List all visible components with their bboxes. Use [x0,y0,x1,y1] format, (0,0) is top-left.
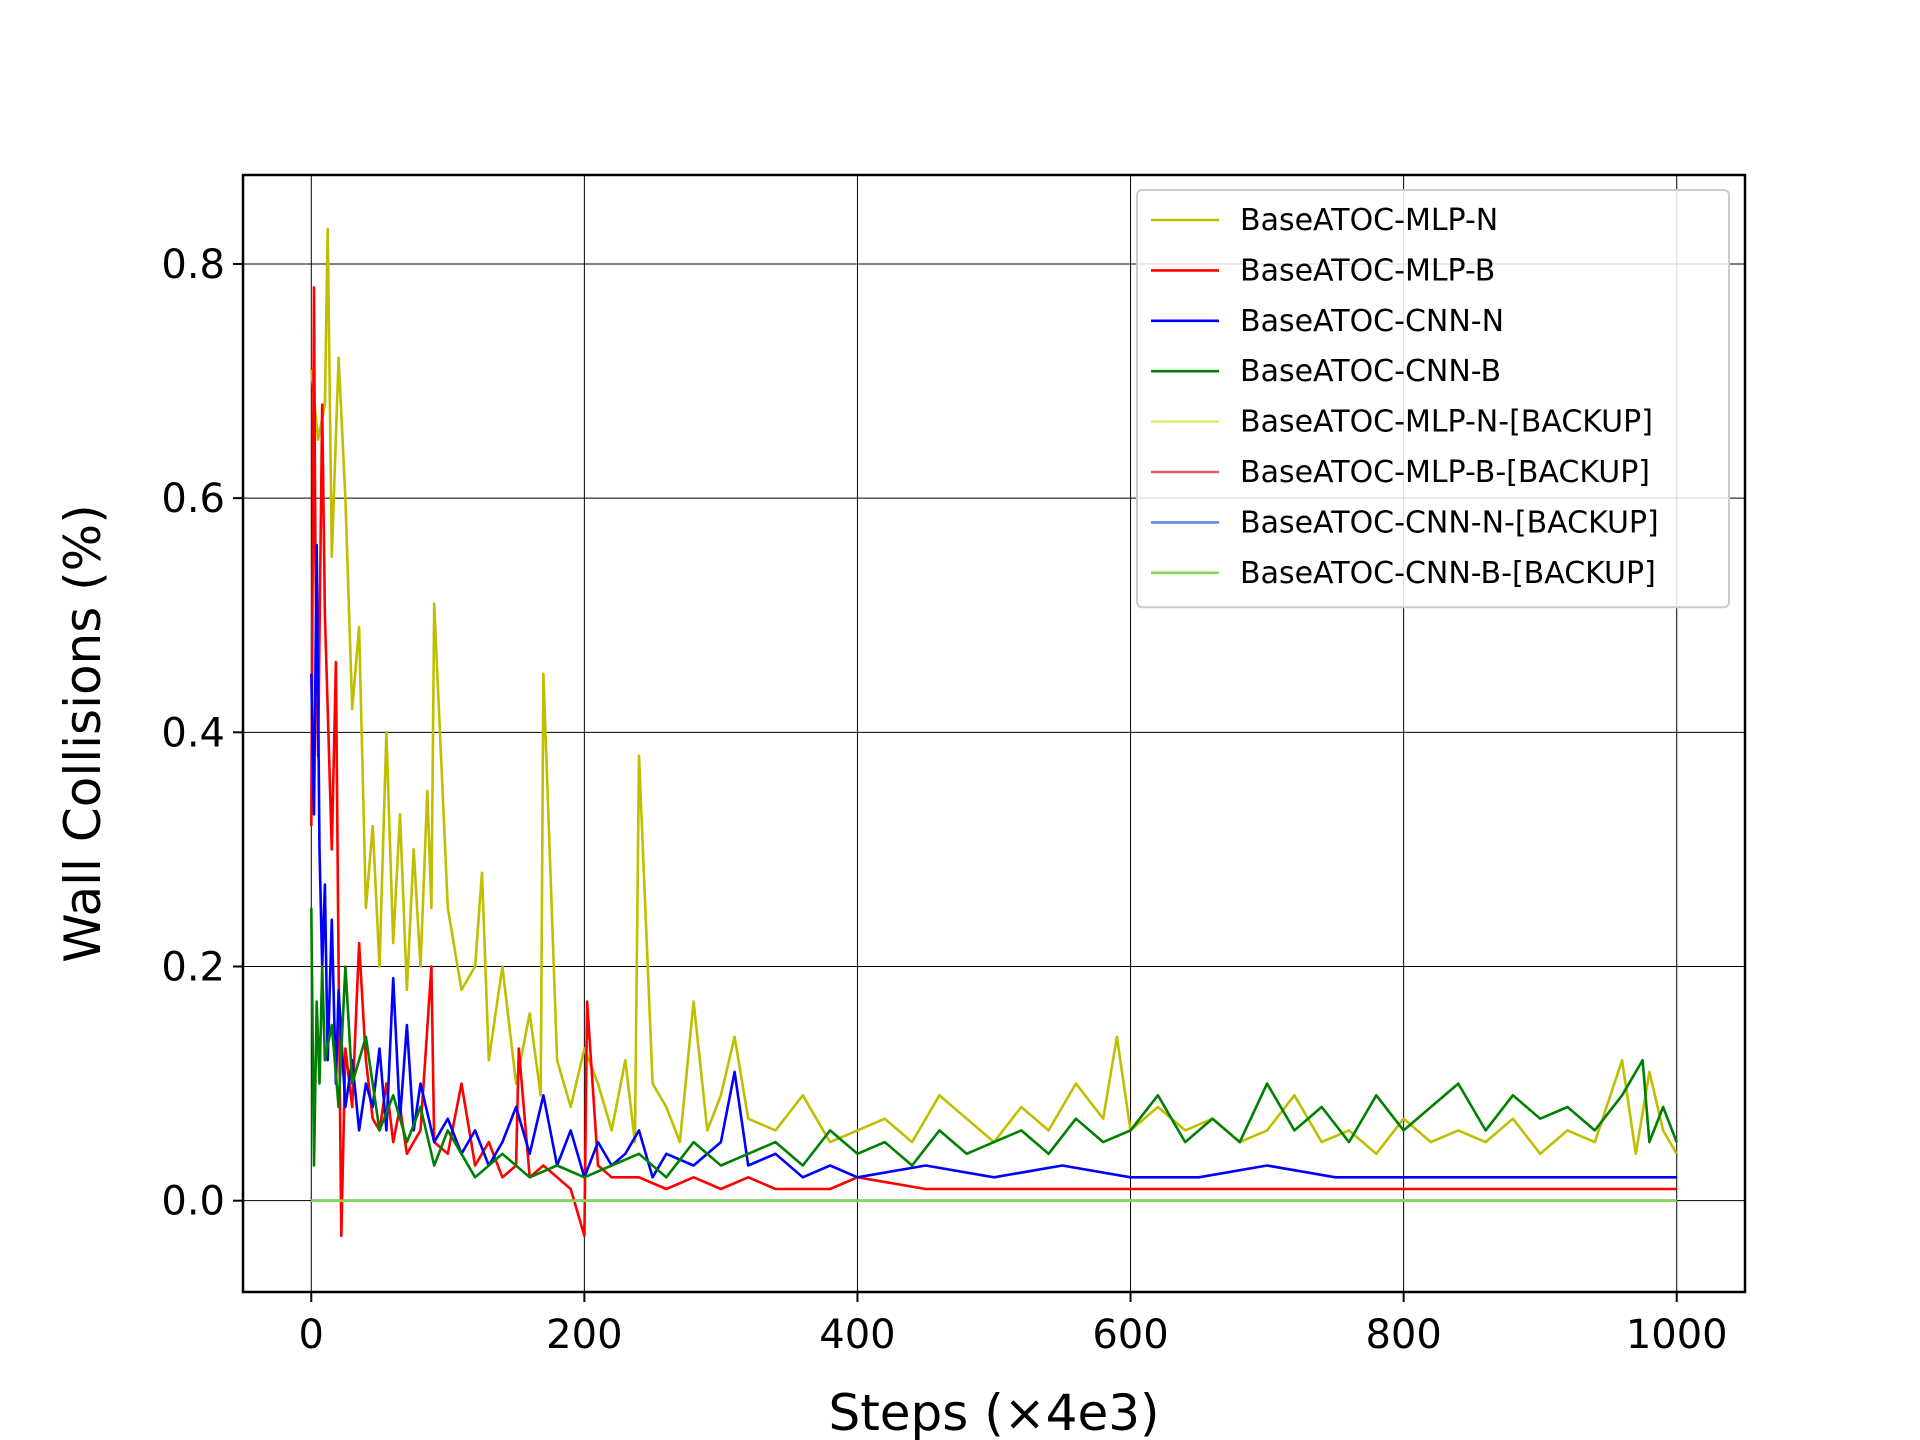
y-tick-label: 0.4 [161,710,225,756]
x-tick-label: 0 [299,1312,324,1358]
legend-entry-label: BaseATOC-CNN-N [1240,304,1504,339]
legend-entry-label: BaseATOC-MLP-B-[BACKUP] [1240,455,1650,490]
y-axis-ticks: 0.0 0.2 0.4 0.6 0.8 [161,242,243,1225]
legend-entry-label: BaseATOC-MLP-N-[BACKUP] [1240,405,1653,440]
legend-entry-label: BaseATOC-CNN-N-[BACKUP] [1240,505,1659,540]
x-axis-ticks: 0 200 400 600 800 1000 [299,1292,1728,1358]
x-tick-label: 1000 [1626,1312,1728,1358]
y-axis-label: Wall Collisions (%) [54,504,112,962]
legend-entry-label: BaseATOC-CNN-B-[BACKUP] [1240,556,1656,591]
legend: BaseATOC-MLP-N BaseATOC-MLP-B BaseATOC-CNN… [1136,189,1730,609]
legend-entry-label: BaseATOC-MLP-N [1240,203,1498,238]
series-line-4 [310,907,1678,1179]
series-line-3 [310,543,1677,1179]
x-tick-label: 600 [1092,1312,1168,1358]
x-tick-label: 800 [1365,1312,1441,1358]
x-tick-label: 200 [546,1312,622,1358]
plot-area-frame [241,173,1747,1294]
series-lines [310,227,1678,1238]
x-axis-label: Steps (×4e3) [828,1384,1159,1440]
y-tick-label: 0.2 [161,945,225,991]
legend-entry-label: BaseATOC-MLP-B [1240,253,1495,288]
x-tick-label: 400 [819,1312,895,1358]
y-tick-label: 0.0 [161,1179,225,1225]
legend-entry-label: BaseATOC-CNN-B [1240,354,1501,389]
y-tick-label: 0.6 [161,476,225,522]
legend-box [1136,189,1730,609]
y-tick-label: 0.8 [161,242,225,288]
